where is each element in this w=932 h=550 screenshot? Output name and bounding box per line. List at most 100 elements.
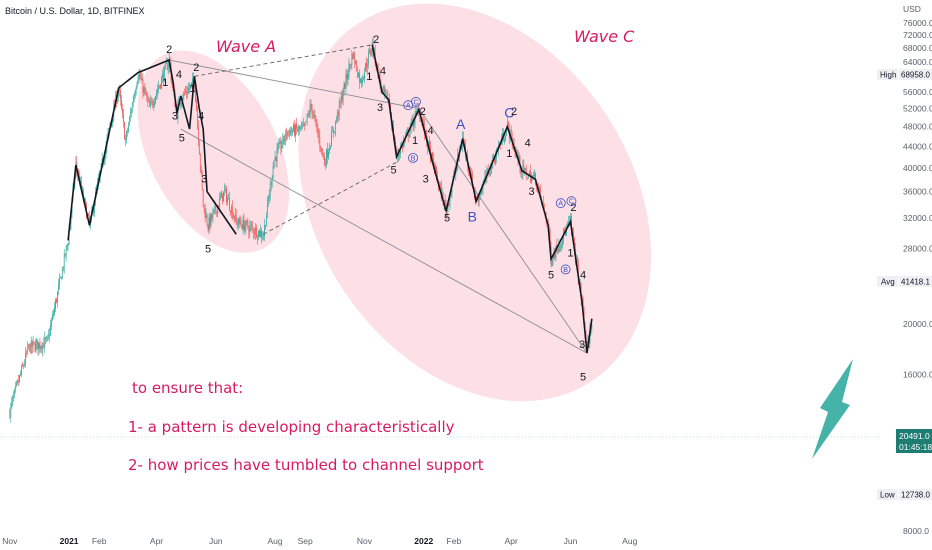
- candle-body: [162, 73, 163, 78]
- candle-body: [153, 104, 154, 106]
- candle-body: [39, 341, 41, 349]
- candle-body: [518, 156, 520, 161]
- candle-body: [24, 363, 25, 366]
- candle-body: [496, 150, 497, 158]
- candle-body: [26, 345, 28, 354]
- candle-body: [317, 127, 319, 134]
- wave-c-impulse-line: [371, 44, 593, 354]
- x-tick-label: Nov: [2, 536, 18, 546]
- candle-body: [350, 64, 352, 67]
- candle-body: [54, 307, 55, 314]
- candle-body: [461, 145, 462, 150]
- candle-body: [554, 252, 556, 258]
- high-value-tag: [899, 69, 932, 80]
- candle-body: [523, 164, 525, 173]
- x-tick-label: 2021: [60, 536, 79, 546]
- candle-body: [44, 338, 46, 347]
- circle-label: A: [555, 198, 566, 209]
- candle-body: [162, 73, 164, 81]
- wave-label: 4: [525, 137, 531, 149]
- candle-body: [306, 114, 308, 122]
- candle-body: [140, 78, 142, 81]
- low-marker: Low 12738.0: [877, 489, 932, 500]
- circle-label-ring: [566, 196, 577, 207]
- candle-body: [146, 95, 148, 97]
- candle-body: [319, 136, 321, 146]
- wave-label: 1: [506, 148, 512, 160]
- candle-body: [386, 92, 388, 94]
- candle-body: [246, 220, 248, 223]
- candle-body: [408, 134, 410, 137]
- circle-label-text: A: [558, 201, 563, 208]
- avg-value: 41418.1: [901, 278, 930, 287]
- candle-body: [215, 205, 217, 211]
- candle-body: [119, 88, 120, 91]
- price-axis[interactable]: USD 8000.012000.016000.020000.024000.028…: [877, 4, 932, 536]
- wave-label: 3: [377, 102, 383, 114]
- candle-body: [337, 112, 339, 116]
- candle-body: [185, 91, 187, 93]
- candle-body: [53, 313, 54, 316]
- candle-body: [344, 83, 346, 89]
- candle-body: [128, 117, 130, 125]
- candle-body: [507, 122, 509, 127]
- candle-body: [145, 89, 147, 96]
- candle-body: [125, 138, 126, 141]
- candle-body: [16, 382, 17, 386]
- y-tick-label: 48000.0: [903, 122, 932, 132]
- candle-body: [300, 125, 302, 127]
- wave-label: 4: [198, 111, 204, 123]
- candle-body: [34, 344, 36, 352]
- wave-label: 4: [380, 65, 386, 77]
- candle-body: [565, 231, 566, 236]
- candle-body: [30, 340, 32, 354]
- candle-body: [561, 243, 563, 245]
- candle-body: [325, 163, 326, 165]
- candle-body: [189, 88, 190, 89]
- candle-body: [149, 101, 151, 108]
- avg-value-tag: [899, 276, 932, 287]
- candle-body: [191, 82, 192, 85]
- candle-body: [143, 87, 145, 93]
- candle-body: [17, 380, 18, 384]
- candle-body: [342, 93, 344, 101]
- wave-label: 4: [427, 125, 433, 137]
- wave-label: B: [468, 209, 477, 225]
- candle-body: [235, 214, 237, 221]
- candle-body: [478, 194, 480, 203]
- candle-body: [532, 176, 533, 177]
- candle-body: [505, 128, 507, 136]
- candle-body: [406, 130, 408, 132]
- wave-label: 4: [580, 269, 586, 281]
- candle-body: [328, 151, 329, 158]
- candle-body: [353, 52, 355, 59]
- candle-body: [137, 77, 139, 84]
- high-value: 68958.0: [901, 71, 930, 80]
- y-tick-label: 64000.0: [903, 57, 932, 67]
- candle-body: [270, 183, 272, 185]
- candle-body: [93, 205, 95, 213]
- circle-label-ring: [411, 96, 421, 107]
- candle-body: [368, 52, 369, 65]
- candle-body: [385, 89, 387, 93]
- wave-label: 2: [570, 202, 576, 214]
- candle-body: [522, 165, 524, 174]
- candle-body: [444, 199, 446, 206]
- candle-body: [251, 225, 253, 227]
- candle-body: [20, 373, 21, 376]
- wave-label: 3: [201, 173, 207, 185]
- candle-body: [309, 105, 311, 116]
- candle-body: [369, 50, 371, 54]
- candle-body: [47, 337, 49, 338]
- candle-body: [303, 123, 305, 126]
- candle-body: [571, 216, 572, 229]
- candle-body: [219, 198, 221, 208]
- candle-body: [150, 101, 152, 107]
- candle-body: [538, 186, 539, 188]
- candle-body: [305, 121, 307, 123]
- time-axis[interactable]: Nov 2021 Feb Apr Jun Aug Sep Nov 2022 Feb Apr Jun Au…: [2, 536, 637, 546]
- candle-body: [236, 220, 238, 226]
